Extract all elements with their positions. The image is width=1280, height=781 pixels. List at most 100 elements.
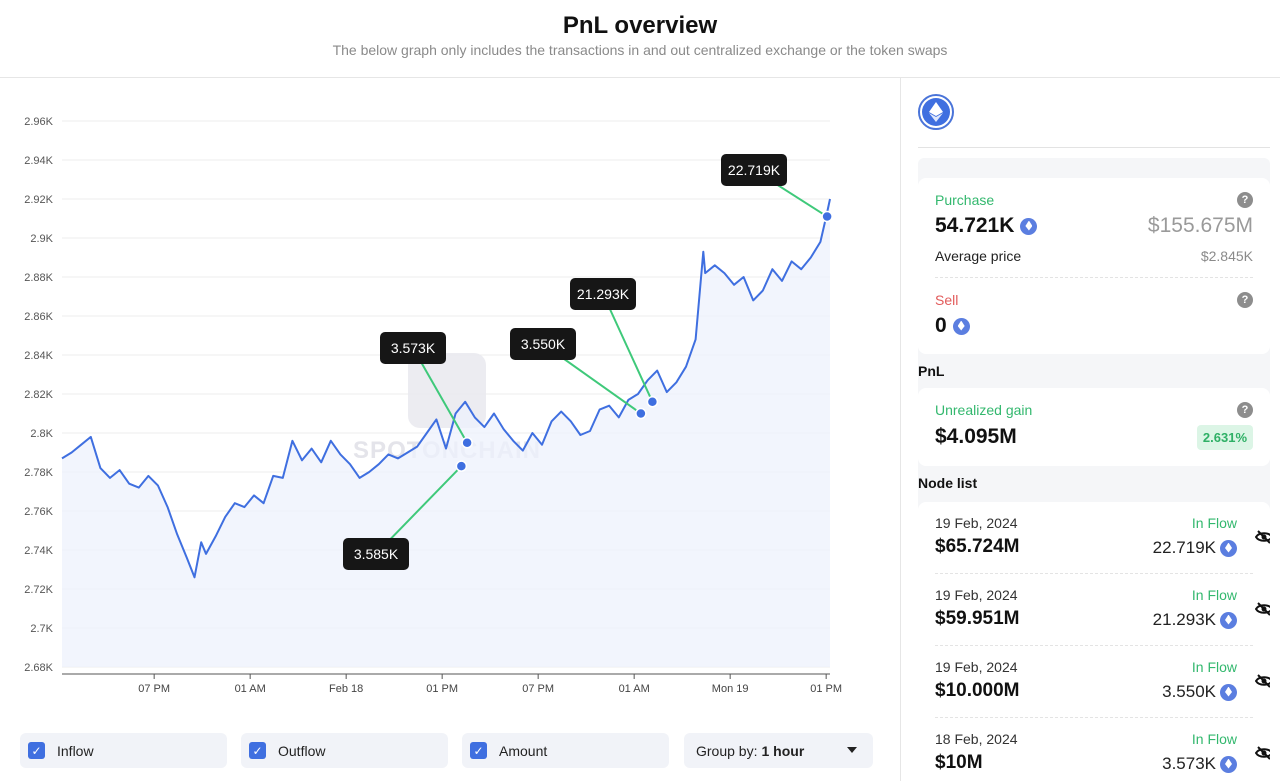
node-flow-type: In Flow: [1191, 731, 1237, 747]
outflow-toggle[interactable]: ✓ Outflow: [241, 733, 448, 768]
eye-off-icon[interactable]: [1255, 672, 1270, 690]
node-usd-value: $65.724M: [935, 536, 1020, 557]
series-line[interactable]: [61, 198, 831, 579]
eth-icon: [952, 317, 970, 335]
eth-icon: [1220, 539, 1237, 557]
y-tick-label: 2.82K: [24, 389, 53, 401]
page-subtitle: The below graph only includes the transa…: [332, 42, 948, 58]
annotation-label[interactable]: 3.573K: [391, 340, 436, 356]
y-tick-label: 2.96K: [24, 116, 53, 128]
x-tick-label: 01 AM: [235, 683, 266, 695]
node-flow-type: In Flow: [1191, 659, 1237, 675]
group-by-select[interactable]: Group by: 1 hour: [684, 733, 873, 768]
amount-label: Amount: [499, 742, 548, 759]
x-tick-label: 07 PM: [138, 683, 170, 695]
amount-toggle[interactable]: ✓ Amount: [462, 733, 669, 768]
purchase-sell-card: Purchase ? 54.721K $155.675M Average pri…: [918, 178, 1270, 354]
inflow-toggle[interactable]: ✓ Inflow: [20, 733, 227, 768]
panel-divider: [900, 78, 901, 781]
help-icon[interactable]: ?: [1237, 192, 1253, 208]
node-amount: 21.293K: [1152, 610, 1216, 629]
annotation-label-bg[interactable]: [510, 328, 576, 360]
unrealized-gain-label: Unrealized gain: [935, 402, 1033, 418]
annotation-label[interactable]: 21.293K: [577, 286, 630, 302]
purchase-amount-row: 54.721K: [935, 214, 1038, 238]
x-tick-label: Feb 18: [329, 683, 363, 695]
annotation-label[interactable]: 3.585K: [354, 546, 399, 562]
node-date: 18 Feb, 2024: [935, 731, 1018, 747]
annotation-label[interactable]: 22.719K: [728, 162, 781, 178]
eye-off-icon[interactable]: [1255, 600, 1270, 618]
y-tick-label: 2.78K: [24, 467, 53, 479]
purchase-amount: 54.721K: [935, 214, 1015, 237]
annotation-label-bg[interactable]: [570, 278, 636, 310]
annotation-connector: [602, 293, 654, 403]
x-tick-label: Mon 19: [712, 683, 749, 695]
node-list-item[interactable]: 19 Feb, 2024 In Flow $10.000M 3.550K: [935, 646, 1270, 718]
node-amount-row: 3.573K: [1162, 754, 1237, 774]
average-price-value: $2.845K: [1200, 248, 1253, 264]
node-usd-value: $10M: [935, 752, 983, 773]
annotation-label-bg[interactable]: [343, 538, 409, 570]
annotation-label-bg[interactable]: [721, 154, 787, 186]
average-price-label: Average price: [935, 248, 1022, 264]
y-tick-label: 2.84K: [24, 350, 53, 362]
chart-controls: ✓ Inflow ✓ Outflow ✓ Amount Group by: 1 …: [0, 733, 900, 773]
chart-panel: 2.68K 2.7K 2.72K 2.74K 2.76K 2.78K 2.8K 2.82K 2.…: [0, 78, 900, 781]
node-list: 19 Feb, 2024 In Flow $65.724M 22.719K 19…: [918, 502, 1270, 781]
x-tick-label: 01 AM: [619, 683, 650, 695]
unrealized-gain-percent-badge: 2.631%: [1196, 425, 1253, 450]
series-area: [62, 199, 830, 667]
node-usd-value: $10.000M: [935, 680, 1020, 701]
annotation-label-bg[interactable]: [380, 332, 446, 364]
checkbox-checked-icon[interactable]: ✓: [249, 742, 266, 759]
node-amount: 22.719K: [1152, 538, 1216, 557]
node-date: 19 Feb, 2024: [935, 515, 1018, 531]
divider: [918, 147, 1270, 148]
annotation-point[interactable]: [821, 210, 833, 223]
annotation-point[interactable]: [635, 407, 647, 420]
y-tick-label: 2.7K: [30, 623, 53, 635]
y-tick-label: 2.92K: [24, 194, 53, 206]
node-list-item[interactable]: 18 Feb, 2024 In Flow $10M 3.573K: [935, 718, 1270, 781]
help-icon[interactable]: ?: [1237, 402, 1253, 418]
annotation-label[interactable]: 3.550K: [521, 336, 566, 352]
eth-icon: [1220, 755, 1237, 773]
checkbox-checked-icon[interactable]: ✓: [470, 742, 487, 759]
inflow-label: Inflow: [57, 742, 94, 759]
pnl-section-title: PnL: [918, 363, 945, 379]
summary-sidebar: Purchase ? 54.721K $155.675M Average pri…: [901, 78, 1280, 781]
y-tick-label: 2.72K: [24, 584, 53, 596]
node-date: 19 Feb, 2024: [935, 587, 1018, 603]
node-flow-type: In Flow: [1191, 587, 1237, 603]
pnl-chart[interactable]: 2.68K 2.7K 2.72K 2.74K 2.76K 2.78K 2.8K 2.82K 2.…: [0, 78, 900, 718]
annotation-point[interactable]: [646, 396, 659, 408]
eth-icon: [1220, 683, 1237, 701]
x-tick-label: 01 PM: [810, 683, 842, 695]
page-header: PnL overview The below graph only includ…: [0, 0, 1280, 78]
eth-icon: [1020, 217, 1038, 235]
annotation-point[interactable]: [455, 460, 468, 472]
node-amount-row: 21.293K: [1153, 610, 1237, 630]
node-amount: 3.550K: [1162, 682, 1216, 701]
y-tick-label: 2.9K: [30, 233, 53, 245]
x-tick-label: 01 PM: [426, 683, 458, 695]
y-tick-label: 2.94K: [24, 155, 53, 167]
x-tick-label: 07 PM: [522, 683, 554, 695]
eye-off-icon[interactable]: [1255, 744, 1270, 762]
annotation-point[interactable]: [461, 437, 473, 449]
checkbox-checked-icon[interactable]: ✓: [28, 742, 45, 759]
node-amount: 3.573K: [1162, 754, 1216, 773]
help-icon[interactable]: ?: [1237, 292, 1253, 308]
divider: [935, 277, 1253, 278]
node-list-item[interactable]: 19 Feb, 2024 In Flow $65.724M 22.719K: [935, 502, 1270, 574]
unrealized-gain-value: $4.095M: [935, 425, 1017, 448]
node-amount-row: 3.550K: [1162, 682, 1237, 702]
sell-amount-row: 0: [935, 314, 970, 338]
purchase-label: Purchase: [935, 192, 995, 208]
eye-off-icon[interactable]: [1255, 528, 1270, 546]
node-list-item[interactable]: 19 Feb, 2024 In Flow $59.951M 21.293K: [935, 574, 1270, 646]
node-date: 19 Feb, 2024: [935, 659, 1018, 675]
node-flow-type: In Flow: [1191, 515, 1237, 531]
purchase-usd: $155.675M: [1147, 214, 1253, 237]
